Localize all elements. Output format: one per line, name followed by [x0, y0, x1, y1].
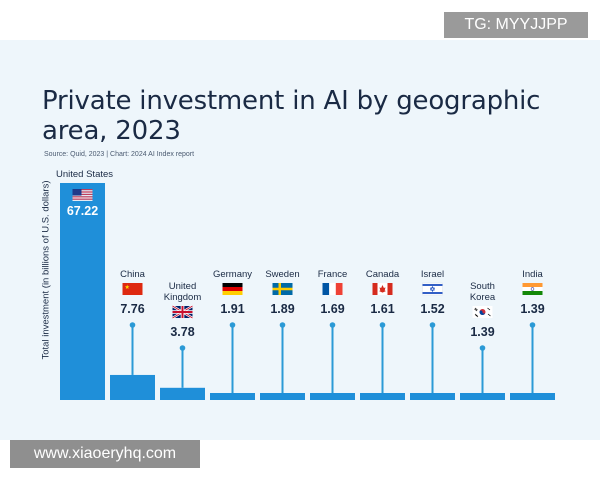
svg-text:★: ★ — [125, 284, 130, 291]
sweden-flag-icon — [272, 283, 293, 295]
bar-3 — [160, 387, 205, 400]
canada-flag-icon — [372, 283, 393, 295]
value-label-9: 1.39 — [470, 325, 494, 339]
china-flag-icon: ★ — [122, 283, 143, 295]
value-label-2: 7.76 — [120, 302, 144, 316]
uk-flag-icon — [171, 304, 194, 320]
category-label-3: United Kingdom — [164, 281, 202, 303]
value-label-1: 67.22 — [67, 204, 98, 218]
bar-2 — [110, 374, 155, 400]
category-label-9: South Korea — [470, 281, 496, 303]
bar-7 — [360, 393, 405, 400]
value-label-8: 1.52 — [420, 302, 444, 316]
stem-dot-8 — [429, 322, 436, 328]
category-label-5: Sweden — [265, 269, 299, 280]
category-label-8: Israel — [421, 269, 444, 280]
category-label-2: China — [120, 269, 146, 280]
stem-dot-5 — [279, 322, 286, 328]
category-label-10: India — [522, 269, 543, 280]
category-label-6: France — [318, 269, 348, 280]
germany-flag-icon — [222, 283, 243, 295]
stem-dot-2 — [129, 322, 136, 328]
bar-6 — [310, 393, 355, 400]
south-korea-flag-icon — [472, 306, 493, 318]
stem-dot-4 — [229, 322, 236, 328]
bar-8 — [410, 393, 455, 400]
watermark-website: www.xiaoeryhq.com — [10, 440, 200, 468]
bar-10 — [510, 393, 555, 400]
chart-source: Source: Quid, 2023 | Chart: 2024 AI Inde… — [44, 151, 195, 158]
stem-dot-7 — [379, 322, 386, 328]
value-label-6: 1.69 — [320, 302, 344, 316]
value-label-10: 1.39 — [520, 302, 544, 316]
india-flag-icon — [522, 283, 543, 295]
category-label-4: Germany — [213, 269, 252, 280]
category-label-7: Canada — [366, 269, 400, 280]
bar-5 — [260, 393, 305, 400]
stem-dot-6 — [329, 322, 336, 328]
value-label-5: 1.89 — [270, 302, 294, 316]
bar-9 — [460, 393, 505, 400]
stem-dot-10 — [529, 322, 536, 328]
stem-dot-9 — [479, 345, 486, 351]
value-label-3: 3.78 — [170, 325, 194, 339]
france-flag-icon — [322, 283, 343, 295]
watermark-telegram: TG: MYYJJPP — [444, 12, 588, 38]
category-label-1: United States — [56, 169, 113, 180]
value-label-7: 1.61 — [370, 302, 394, 316]
chart-title: Private investment in AI by geographic a… — [42, 86, 541, 146]
stem-dot-3 — [179, 345, 186, 351]
israel-flag-icon — [422, 282, 443, 296]
bar-1 — [60, 183, 105, 400]
value-label-4: 1.91 — [220, 302, 244, 316]
us-flag-icon — [72, 189, 93, 201]
bar-4 — [210, 393, 255, 400]
